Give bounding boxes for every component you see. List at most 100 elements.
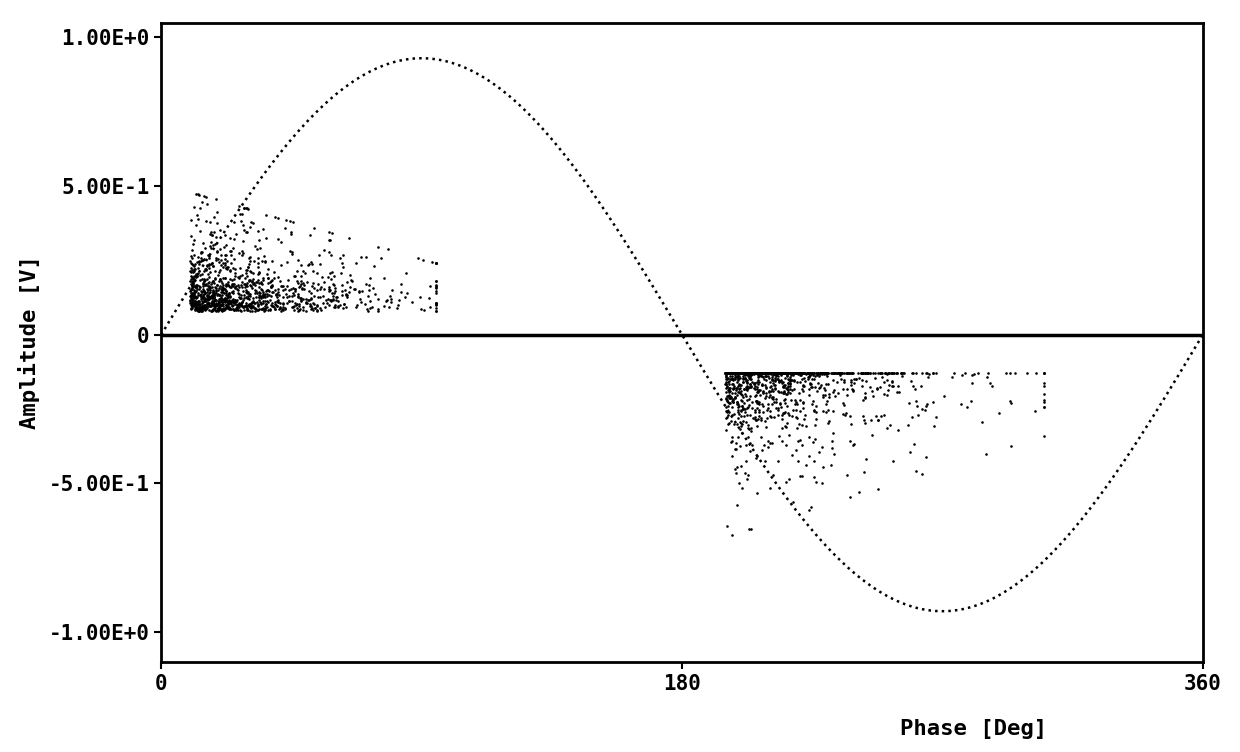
Point	[841, 435, 861, 447]
Point	[222, 286, 242, 298]
Point	[1034, 368, 1054, 380]
Point	[191, 285, 211, 297]
Point	[777, 368, 797, 380]
Point	[218, 291, 238, 303]
Point	[242, 299, 262, 311]
Point	[203, 296, 223, 308]
Point	[184, 265, 203, 277]
Point	[770, 368, 790, 380]
Point	[1001, 395, 1021, 407]
Point	[262, 281, 281, 293]
Point	[769, 375, 789, 387]
Point	[755, 368, 775, 380]
Point	[329, 300, 348, 312]
Point	[760, 368, 780, 380]
Point	[745, 377, 765, 389]
Point	[729, 368, 749, 380]
Point	[816, 406, 836, 418]
Point	[181, 265, 201, 277]
Point	[207, 303, 227, 315]
Point	[738, 420, 758, 432]
Point	[761, 437, 781, 449]
Point	[800, 390, 820, 402]
Point	[749, 368, 769, 380]
Point	[202, 289, 222, 301]
Point	[719, 382, 739, 394]
Point	[216, 299, 236, 311]
Point	[742, 368, 761, 380]
Point	[791, 369, 811, 381]
Point	[246, 279, 265, 291]
Point	[203, 284, 223, 296]
Point	[770, 368, 790, 380]
Point	[728, 380, 748, 392]
Point	[208, 282, 228, 294]
Point	[844, 377, 864, 389]
Point	[776, 388, 796, 400]
Point	[743, 368, 763, 380]
Point	[773, 368, 792, 380]
Point	[722, 409, 742, 421]
Point	[250, 298, 270, 310]
Point	[310, 258, 330, 270]
Point	[203, 290, 223, 302]
Point	[184, 284, 203, 296]
Point	[776, 368, 796, 380]
Point	[801, 381, 821, 393]
Point	[723, 368, 743, 380]
Point	[273, 302, 293, 314]
Point	[874, 368, 894, 380]
Point	[781, 369, 801, 381]
Point	[197, 291, 217, 303]
Point	[299, 285, 319, 297]
Point	[243, 293, 263, 305]
Point	[794, 379, 813, 391]
Point	[205, 292, 224, 304]
Point	[749, 396, 769, 408]
Point	[246, 305, 265, 317]
Point	[866, 368, 885, 380]
Point	[201, 226, 221, 238]
Point	[231, 293, 250, 305]
Point	[290, 303, 310, 315]
Point	[737, 376, 756, 388]
Point	[738, 368, 758, 380]
Point	[193, 296, 213, 308]
Point	[234, 305, 254, 317]
Point	[273, 280, 293, 292]
Point	[218, 279, 238, 291]
Point	[227, 294, 247, 306]
Point	[184, 300, 203, 312]
Point	[916, 399, 936, 411]
Point	[268, 300, 288, 312]
Point	[368, 303, 388, 315]
Point	[320, 280, 340, 293]
Point	[289, 304, 309, 316]
Point	[727, 460, 746, 472]
Point	[719, 368, 739, 380]
Point	[796, 420, 816, 432]
Point	[797, 368, 817, 380]
Point	[187, 268, 207, 280]
Point	[774, 368, 794, 380]
Point	[223, 293, 243, 305]
Point	[218, 299, 238, 311]
Point	[833, 397, 853, 409]
Point	[193, 280, 213, 293]
Point	[720, 368, 740, 380]
Point	[833, 383, 853, 395]
Point	[268, 294, 288, 306]
Point	[799, 431, 818, 443]
Point	[775, 393, 795, 405]
Point	[728, 368, 748, 380]
Point	[737, 368, 756, 380]
Point	[184, 275, 203, 287]
Point	[336, 301, 356, 313]
Point	[774, 386, 794, 398]
Point	[739, 369, 759, 381]
Point	[197, 290, 217, 302]
Point	[853, 368, 873, 380]
Point	[187, 305, 207, 317]
Point	[197, 296, 217, 308]
Point	[720, 368, 740, 380]
